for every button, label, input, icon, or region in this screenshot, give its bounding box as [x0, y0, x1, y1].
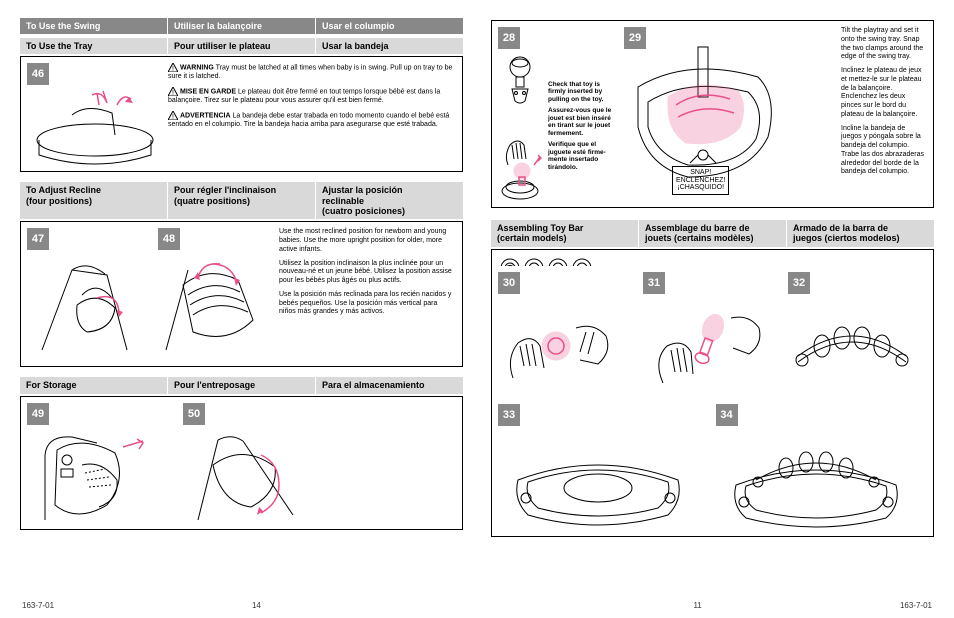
- page-footer-right: . 11 163-7-01: [491, 597, 934, 610]
- toy-check-en: Check that toy is firmly inserted by pul…: [548, 81, 618, 103]
- figure-recline-positions: [158, 250, 273, 360]
- section-header-swing: To Use the Swing Utiliser la balançoire …: [20, 18, 463, 34]
- step-number: 46: [27, 63, 49, 85]
- step-number: 48: [158, 228, 180, 250]
- toy-check-text: Check that toy is firmly inserted by pul…: [548, 27, 618, 201]
- warning-label-es: ADVERTENCIA: [180, 112, 231, 119]
- snap-es: ¡CHASQUIDO!: [677, 184, 724, 191]
- subhead-fr: Pour régler l'inclinaison(quatre positio…: [168, 182, 315, 219]
- sub-header-recline: To Adjust Recline(four positions) Pour r…: [20, 182, 463, 219]
- header-en: To Use the Swing: [20, 18, 167, 34]
- toy-check-fr: Assurez-vous que le jouet est bien insér…: [548, 107, 618, 137]
- figure-storage-fold: [27, 425, 177, 525]
- snap-en: SNAP!: [690, 169, 711, 176]
- step-number: 34: [716, 404, 738, 426]
- panel-recline: 47 48: [20, 221, 463, 367]
- footer-page-number: 11: [693, 601, 701, 610]
- tray-text-fr: Inclinez le plateau de jeux et mettez-le…: [841, 67, 927, 120]
- footer-code: 163-7-01: [900, 601, 932, 610]
- step-number: 28: [498, 27, 520, 49]
- tray-text-es: Incline la bandeja de juegos y póngala s…: [841, 125, 927, 178]
- panel-storage: 49 50: [20, 396, 463, 530]
- subhead-es: Usar la bandeja: [316, 38, 463, 54]
- sub-header-toybar: Assembling Toy Bar(certain models) Assem…: [491, 220, 934, 247]
- panel-toybar: 30 31: [491, 249, 934, 537]
- page-right: 28 Check: [491, 18, 934, 610]
- recline-text-en: Use the most reclined position for newbo…: [279, 228, 456, 254]
- svg-text:!: !: [172, 90, 174, 96]
- subhead-en: Assembling Toy Bar(certain models): [491, 220, 638, 247]
- figure-hands-assemble-toy: [643, 298, 771, 394]
- figure-tray-latch: [27, 85, 162, 165]
- figure-tray-with-toybar: [716, 430, 916, 530]
- snap-fr: ENCLENCHEZ!: [676, 177, 725, 184]
- page-left: To Use the Swing Utiliser la balançoire …: [20, 18, 463, 610]
- snap-callout: SNAP! ENCLENCHEZ! ¡CHASQUIDO!: [672, 166, 729, 195]
- tray-text-en: Tilt the playtray and set it onto the sw…: [841, 27, 927, 62]
- step-number: 30: [498, 272, 520, 294]
- figure-storage-collapse: [183, 425, 313, 525]
- subhead-fr: Pour l'entreposage: [168, 377, 315, 393]
- figure-recline-swing: [27, 250, 152, 360]
- sub-header-storage: For Storage Pour l'entreposage Para el a…: [20, 377, 463, 393]
- row-30-31-32: 30 31: [498, 272, 927, 394]
- sub-header-tray: To Use the Tray Pour utiliser le plateau…: [20, 38, 463, 54]
- header-fr: Utiliser la balançoire: [168, 18, 315, 34]
- panel-toy-insert: 28 Check: [491, 20, 934, 208]
- step-number: 49: [27, 403, 49, 425]
- subhead-es: Armado de la barra dejuegos (ciertos mod…: [787, 220, 934, 247]
- header-es: Usar el columpio: [316, 18, 463, 34]
- step-number: 33: [498, 404, 520, 426]
- figure-tray-empty: [498, 430, 698, 530]
- warning-label-fr: MISE EN GARDE: [180, 89, 236, 96]
- svg-text:!: !: [172, 66, 174, 72]
- subhead-en: For Storage: [20, 377, 167, 393]
- figure-hands-cap: [498, 298, 626, 394]
- warning-icon: !: [168, 63, 178, 72]
- subhead-es: Para el almacenamiento: [316, 377, 463, 393]
- recline-text-es: Use la posición más reclinada para los r…: [279, 291, 456, 317]
- subhead-fr: Assemblage du barre dejouets (certains m…: [639, 220, 786, 247]
- tray-instruction-text: Tilt the playtray and set it onto the sw…: [841, 27, 927, 201]
- svg-text:!: !: [172, 114, 174, 120]
- recline-text-fr: Utilisez la position inclinaison la plus…: [279, 260, 456, 286]
- figure-hand-pull-toy: [498, 115, 542, 201]
- step-number: 47: [27, 228, 49, 250]
- figure-toybar-assembled: [788, 298, 916, 394]
- subhead-fr: Pour utiliser le plateau: [168, 38, 315, 54]
- footer-page-number: 14: [252, 601, 261, 610]
- warning-block: !WARNING Tray must be latched at all tim…: [168, 63, 456, 165]
- step-number: 31: [643, 272, 665, 294]
- recline-text-block: Use the most reclined position for newbo…: [279, 228, 456, 360]
- panel-step-46: 46 !WARNING Tray must be latched at all …: [20, 56, 463, 172]
- step-number: 29: [624, 27, 646, 49]
- figure-toybar-caps: [498, 256, 608, 266]
- step-number: 32: [788, 272, 810, 294]
- subhead-en: To Adjust Recline(four positions): [20, 182, 167, 219]
- warning-icon: !: [168, 87, 178, 96]
- warning-label-en: WARNING: [180, 65, 214, 72]
- figure-toy-piece: [498, 53, 542, 111]
- step-number: 50: [183, 403, 205, 425]
- warning-icon: !: [168, 111, 178, 120]
- footer-code: 163-7-01: [22, 601, 54, 610]
- subhead-en: To Use the Tray: [20, 38, 167, 54]
- page-footer-left: 163-7-01 14 .: [20, 597, 463, 610]
- subhead-es: Ajustar la posiciónreclinable(cuatro pos…: [316, 182, 463, 219]
- toy-check-es: Verifique que el juguete esté firme-ment…: [548, 141, 618, 171]
